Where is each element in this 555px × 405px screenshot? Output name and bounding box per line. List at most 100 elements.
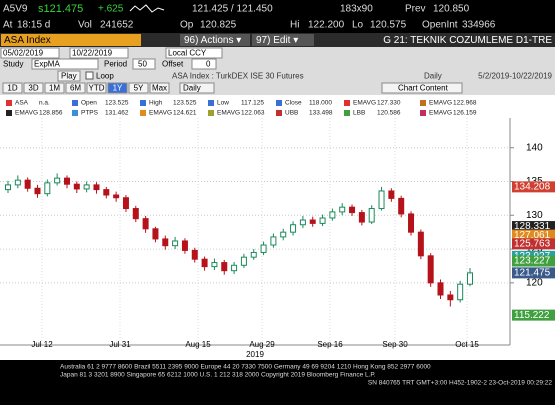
chart-title: ASA Index : TurkDEX ISE 30 Futures	[172, 72, 304, 81]
legend-value: 133.498	[309, 110, 333, 117]
x-tick-label: Aug 29	[249, 340, 275, 349]
legend-swatch	[72, 100, 78, 106]
range-label: Max	[152, 84, 167, 93]
range-button[interactable]	[128, 82, 149, 94]
range-button[interactable]	[107, 82, 128, 94]
edit-button[interactable]	[252, 34, 314, 46]
candle-body	[339, 206, 346, 213]
candle-body	[181, 240, 188, 251]
candle-body	[34, 187, 41, 195]
x-tick-label: Sep 30	[382, 340, 408, 349]
candle-body	[417, 231, 424, 257]
hi: 122.200	[308, 20, 345, 31]
legend-swatch	[72, 110, 78, 116]
currency: Local CCY	[168, 49, 207, 58]
range-label: 3D	[28, 84, 38, 93]
candle-body	[73, 183, 80, 190]
y-tick-label: 140	[526, 142, 543, 153]
legend-name: EMAVG	[353, 100, 376, 107]
price-label-box	[512, 181, 555, 193]
start-date: 05/02/2019	[3, 49, 44, 58]
legend-swatch	[276, 110, 282, 116]
legend-name: EMAVG	[217, 110, 240, 117]
candle-body	[44, 182, 51, 195]
legend-swatch	[344, 110, 350, 116]
price-label: 125.763	[514, 239, 551, 250]
range-button[interactable]	[2, 82, 23, 94]
study-field[interactable]	[31, 58, 99, 70]
legend-name: Low	[217, 100, 229, 107]
legend-value: 118.000	[309, 100, 332, 107]
period-field[interactable]	[132, 58, 156, 70]
currency-field[interactable]	[165, 47, 223, 59]
candle-body	[5, 184, 11, 191]
x-year: 2019	[246, 350, 264, 359]
legend-swatch	[6, 110, 12, 116]
legend-value: 117.125	[241, 100, 264, 107]
frequency-select[interactable]	[179, 82, 215, 94]
legend-name: LBB	[353, 110, 365, 117]
range-button[interactable]	[44, 82, 65, 94]
play: Play	[61, 72, 77, 81]
candle-body	[437, 282, 444, 296]
legend-value: n.a.	[39, 100, 50, 107]
footer-line: Australia 61 2 9777 8600 Brazil 5511 239…	[60, 364, 431, 371]
loop: Loop	[96, 72, 114, 81]
start-date-field[interactable]	[0, 47, 60, 59]
time: 18:15 d	[17, 20, 50, 31]
legend-value: 123.525	[173, 100, 197, 107]
study-label: Study	[3, 60, 23, 69]
candle-body	[142, 218, 149, 230]
price-label-box	[512, 238, 555, 250]
candle-body	[221, 262, 228, 272]
price-label: 134.208	[514, 181, 551, 192]
price-label: 127.061	[514, 230, 551, 241]
candle-body	[152, 228, 159, 240]
vol: 241652	[100, 20, 134, 31]
frequency-label: Daily	[424, 72, 442, 81]
range-button[interactable]	[65, 82, 86, 94]
candle-body	[172, 240, 179, 247]
range-buttons: 1D 3D 1M 6M YTD 1Y 5Y Max	[2, 82, 170, 94]
end-date-field[interactable]	[69, 47, 129, 59]
candle-body	[14, 179, 21, 186]
legend-swatch	[6, 100, 12, 106]
x-tick-label: Aug 15	[185, 340, 211, 349]
candle-body	[457, 283, 464, 301]
range-label: YTD	[89, 84, 105, 93]
legend-swatch	[140, 110, 146, 116]
legend-name: EMAVG	[149, 110, 172, 117]
study: ExpMA	[34, 60, 60, 69]
footer-line: Japan 81 3 3201 8900 Singapore 65 6212 1…	[60, 372, 376, 379]
price-label-box	[512, 221, 555, 233]
loop-checkbox[interactable]	[85, 71, 94, 80]
candle-body	[250, 251, 257, 258]
candle-body	[408, 213, 415, 233]
legend-name: EMAVG	[15, 110, 38, 117]
actions-button[interactable]	[180, 34, 250, 46]
security-field[interactable]	[1, 34, 141, 46]
legend: ASA n.a. Open 123.525 High 123.525 Low 117.125 C…	[6, 100, 477, 117]
period: 50	[138, 60, 147, 69]
range-button[interactable]	[149, 82, 170, 94]
change: +.625	[98, 4, 124, 15]
footer: Australia 61 2 9777 8600 Brazil 5511 239…	[60, 364, 552, 387]
offset: 0	[206, 60, 211, 69]
legend-value: 128.856	[39, 110, 63, 117]
offset-field[interactable]	[191, 58, 217, 70]
legend-value: 123.525	[105, 100, 129, 107]
legend-value: 131.462	[105, 110, 129, 117]
range-button[interactable]	[86, 82, 107, 94]
range-button[interactable]	[23, 82, 44, 94]
play-button[interactable]	[57, 70, 81, 82]
chart-content-button[interactable]	[381, 82, 463, 94]
price-label: 128.331	[514, 221, 551, 232]
legend-swatch	[276, 100, 282, 106]
legend-value: 122.968	[453, 100, 477, 107]
x-tick-label: Oct 15	[455, 340, 479, 349]
legend-swatch	[420, 110, 426, 116]
oi-label: OpenInt	[422, 20, 458, 31]
